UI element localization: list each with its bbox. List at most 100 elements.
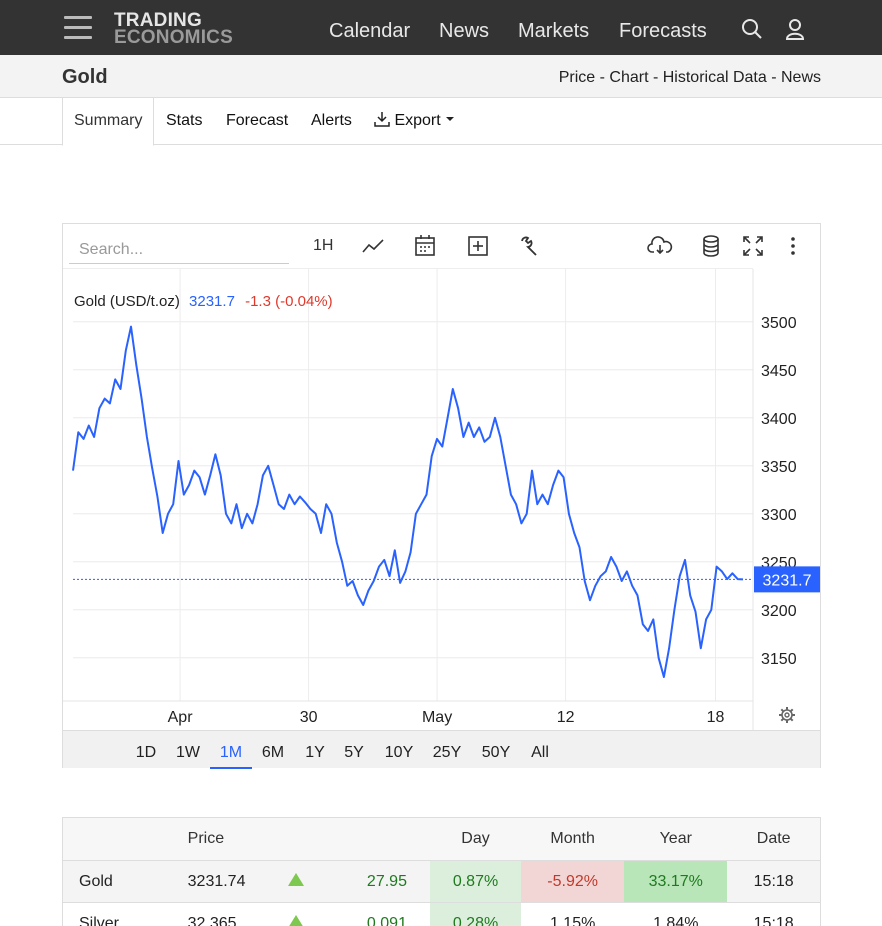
col-name (62, 817, 171, 861)
row-year: 1.84% (624, 902, 728, 926)
export-label: Export (394, 112, 441, 129)
period-1d[interactable]: 1D (135, 744, 157, 761)
nav-markets[interactable]: Markets (518, 20, 590, 42)
y-tick-label: 3400 (761, 411, 797, 428)
row-name[interactable]: Silver (62, 902, 171, 926)
row-name[interactable]: Gold (62, 860, 171, 903)
interval-button[interactable]: 1H (313, 237, 334, 254)
link-news[interactable]: News (780, 69, 821, 86)
legend-last-value: 3231.7 (189, 293, 235, 310)
caret-down-icon (446, 117, 455, 121)
silver-link[interactable]: Silver (79, 914, 120, 926)
link-price[interactable]: Price (558, 69, 596, 86)
database-icon[interactable] (701, 234, 721, 258)
y-tick-label: 3300 (761, 507, 797, 524)
table-row[interactable]: Gold 3231.74 27.95 0.87% -5.92% 33.17% 1… (62, 860, 821, 903)
period-5y[interactable]: 5Y (344, 744, 364, 761)
period-50y[interactable]: 50Y (481, 744, 511, 761)
up-arrow-icon (287, 914, 304, 926)
logo-line1: TRADING (114, 10, 202, 31)
menu-icon[interactable] (64, 16, 92, 40)
add-indicator-icon[interactable] (467, 234, 489, 258)
col-arrow (270, 817, 321, 861)
period-selector: 1D 1W 1M 6M 1Y 5Y 10Y 25Y 50Y All (63, 730, 820, 769)
nav-forecasts[interactable]: Forecasts (619, 20, 707, 42)
col-month: Month (521, 817, 625, 861)
table-row[interactable]: Silver 32.365 0.091 0.28% 1.15% 1.84% 15… (62, 902, 821, 926)
y-tick-label: 3500 (761, 315, 797, 332)
series-line-gold (72, 325, 744, 678)
gold-link[interactable]: Gold (79, 872, 113, 890)
logo[interactable]: TRADING ECONOMICS (114, 10, 233, 48)
cloud-download-icon[interactable] (647, 234, 673, 258)
search-icon[interactable] (741, 18, 763, 45)
tab-export[interactable]: Export (374, 98, 455, 145)
row-change: 27.95 (320, 860, 430, 903)
fullscreen-icon[interactable] (742, 234, 764, 258)
row-day: 0.87% (429, 860, 522, 903)
row-change: 0.091 (320, 902, 430, 926)
crumb-sep: - (595, 69, 610, 86)
wrench-icon[interactable] (518, 234, 540, 258)
col-year: Year (624, 817, 728, 861)
y-tick-label: 3450 (761, 363, 797, 380)
col-date: Date (727, 817, 821, 861)
row-month: 1.15% (521, 902, 625, 926)
chart-type-icon[interactable] (361, 234, 385, 258)
period-1m[interactable]: 1M (210, 731, 252, 769)
nav-news[interactable]: News (439, 20, 490, 42)
last-price-label: 3231.7 (754, 566, 820, 593)
tab-stats[interactable]: Stats (166, 112, 203, 129)
period-all[interactable]: All (531, 744, 549, 761)
row-year: 33.17% (624, 860, 728, 903)
period-6m[interactable]: 6M (261, 744, 285, 761)
crumb-sep: - (766, 69, 781, 86)
row-price: 3231.74 (170, 860, 271, 903)
x-axis: Apr 30 May 12 18 (168, 709, 725, 726)
period-1y[interactable]: 1Y (305, 744, 325, 761)
period-1w[interactable]: 1W (176, 744, 200, 761)
row-price: 32.365 (170, 902, 271, 926)
period-25y[interactable]: 25Y (432, 744, 462, 761)
y-tick-label: 3350 (761, 459, 797, 476)
nav-calendar[interactable]: Calendar (329, 20, 411, 42)
link-chart[interactable]: Chart (609, 69, 649, 86)
row-date: 15:18 (727, 902, 821, 926)
tab-alerts[interactable]: Alerts (311, 112, 352, 129)
chart-grid (63, 269, 753, 702)
symbol-search-input[interactable] (69, 236, 289, 264)
toolbar-divider (63, 268, 753, 269)
row-arrow (270, 902, 321, 926)
calendar-icon[interactable] (414, 234, 436, 258)
chart-settings-icon[interactable] (779, 707, 795, 723)
logo-line2: ECONOMICS (114, 27, 233, 48)
y-tick-label: 3150 (761, 651, 797, 668)
link-historical-data[interactable]: Historical Data (662, 69, 767, 86)
last-price-badge-text: 3231.7 (763, 572, 812, 589)
col-change (320, 817, 430, 861)
user-icon[interactable] (785, 18, 805, 45)
period-10y[interactable]: 10Y (384, 744, 414, 761)
legend-series-name: Gold (USD/t.oz) (74, 293, 180, 310)
instrument-header: Gold Price - Chart - Historical Data - N… (0, 55, 882, 98)
breadcrumb: Price - Chart - Historical Data - News (559, 69, 821, 87)
download-icon (374, 112, 390, 127)
row-day: 0.28% (429, 902, 522, 926)
x-tick-label: May (422, 709, 452, 726)
section-tabs: Summary Stats Forecast Alerts Export (0, 98, 882, 146)
more-options-icon[interactable] (787, 234, 799, 258)
table-header-row: Price Day Month Year Date (62, 817, 821, 861)
last-price-badge (754, 566, 820, 593)
col-day: Day (429, 817, 522, 861)
row-arrow (270, 860, 321, 903)
tab-summary[interactable]: Summary (62, 98, 155, 146)
col-price: Price (170, 817, 271, 861)
y-tick-label: 3200 (761, 603, 797, 620)
quotes-table: Price Day Month Year Date Gold 3231.74 2… (62, 817, 821, 926)
top-nav-bar: TRADING ECONOMICS Calendar News Markets … (0, 0, 882, 55)
legend-change: -1.3 (-0.04%) (245, 293, 333, 310)
tab-forecast[interactable]: Forecast (226, 112, 289, 129)
